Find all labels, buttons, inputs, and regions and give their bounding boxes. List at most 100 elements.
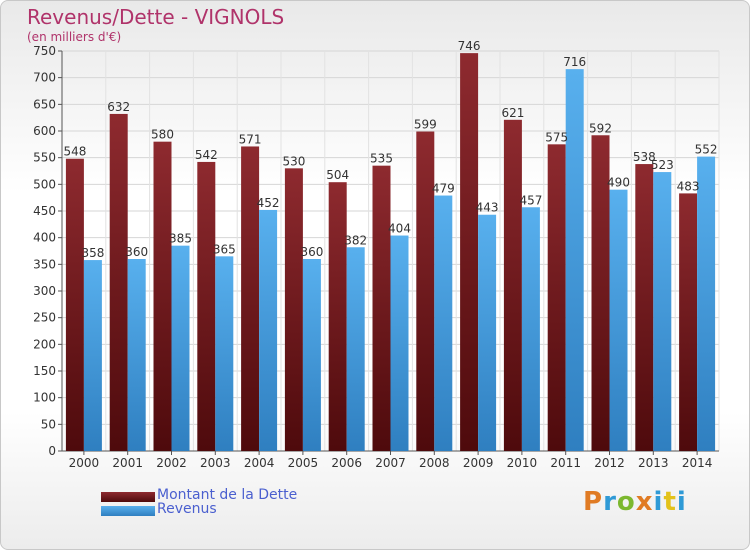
y-tick-label: 450: [33, 204, 56, 218]
data-label-revenus: 382: [344, 233, 367, 247]
data-label-dette: 542: [195, 148, 218, 162]
legend-swatch-dette: [101, 492, 155, 502]
x-tick-label: 2011: [550, 456, 581, 470]
chart-subtitle: (en milliers d'€): [27, 30, 122, 44]
bar-dette: [591, 135, 610, 451]
bar-dette: [372, 165, 391, 451]
x-tick-label: 2003: [200, 456, 231, 470]
logo-letter: x: [635, 487, 654, 517]
x-tick-label: 2013: [638, 456, 669, 470]
legend-swatch-revenus: [101, 506, 155, 516]
bar-dette: [241, 146, 260, 451]
logo-letter: t: [663, 487, 677, 517]
y-tick-label: 550: [33, 151, 56, 165]
data-label-dette: 575: [545, 130, 568, 144]
chart-title: Revenus/Dette - VIGNOLS: [27, 5, 285, 29]
data-label-revenus: 490: [607, 176, 630, 190]
data-label-revenus: 360: [125, 245, 148, 259]
data-label-dette: 548: [63, 145, 86, 159]
data-label-revenus: 443: [476, 201, 499, 215]
bar-revenus: [127, 259, 146, 451]
data-label-dette: 592: [589, 121, 612, 135]
data-label-dette: 599: [414, 118, 437, 132]
bar-revenus: [171, 245, 190, 451]
bar-revenus: [390, 235, 409, 451]
x-tick-label: 2006: [331, 456, 362, 470]
data-label-dette: 535: [370, 152, 393, 166]
x-tick-label: 2002: [156, 456, 187, 470]
data-label-dette: 483: [677, 179, 700, 193]
logo-letter: P: [583, 487, 604, 517]
data-label-revenus: 452: [257, 196, 280, 210]
data-label-revenus: 404: [388, 222, 411, 236]
data-label-revenus: 358: [81, 246, 104, 260]
bar-revenus: [215, 256, 234, 451]
bar-dette: [109, 113, 128, 451]
data-label-revenus: 716: [563, 55, 586, 69]
x-tick-label: 2004: [244, 456, 275, 470]
y-tick-label: 500: [33, 177, 56, 191]
legend-label-revenus: Revenus: [157, 501, 217, 517]
data-label-revenus: 365: [213, 242, 236, 256]
data-label-revenus: 457: [519, 193, 542, 207]
logo-letter: r: [603, 487, 617, 517]
data-label-revenus: 523: [651, 158, 674, 172]
bar-dette: [65, 158, 84, 451]
y-tick-label: 700: [33, 71, 56, 85]
x-tick-label: 2001: [112, 456, 143, 470]
y-tick-label: 300: [33, 284, 56, 298]
bar-revenus: [83, 260, 102, 451]
bar-revenus: [609, 189, 628, 451]
data-label-revenus: 360: [300, 245, 323, 259]
data-label-dette: 632: [107, 100, 130, 114]
bar-revenus: [478, 214, 497, 451]
data-label-dette: 746: [458, 39, 481, 53]
bar-dette: [635, 164, 654, 452]
bar-revenus: [565, 69, 584, 451]
x-tick-label: 2009: [463, 456, 494, 470]
y-tick-label: 150: [33, 364, 56, 378]
x-tick-label: 2010: [507, 456, 538, 470]
bar-dette: [284, 168, 303, 452]
y-tick-label: 750: [33, 44, 56, 58]
bar-dette: [460, 53, 479, 452]
legend-label-dette: Montant de la Dette: [157, 487, 298, 503]
logo-letter: i: [653, 487, 664, 517]
x-tick-label: 2000: [69, 456, 100, 470]
y-tick-label: 350: [33, 257, 56, 271]
bar-dette: [153, 141, 172, 451]
data-label-dette: 530: [282, 154, 305, 168]
bar-dette: [503, 119, 522, 452]
bar-revenus: [653, 172, 672, 452]
y-tick-label: 600: [33, 124, 56, 138]
y-tick-label: 250: [33, 311, 56, 325]
bar-revenus: [346, 247, 365, 451]
bar-revenus: [259, 209, 278, 451]
x-tick-label: 2007: [375, 456, 406, 470]
proxiti-logo: Proxiti: [583, 487, 687, 517]
y-tick-label: 650: [33, 97, 56, 111]
x-tick-label: 2008: [419, 456, 450, 470]
logo-letter: o: [616, 487, 636, 517]
bar-revenus: [697, 156, 716, 451]
bar-dette: [679, 193, 698, 451]
data-label-dette: 580: [151, 128, 174, 142]
x-tick-label: 2005: [288, 456, 319, 470]
y-tick-label: 0: [48, 444, 56, 458]
x-axis-ticks: 2000 2001 2002 2003 2004 2005 2006 2007 2008 2009…: [69, 451, 712, 470]
data-label-dette: 571: [239, 132, 262, 146]
data-label-revenus: 552: [695, 143, 718, 157]
logo-letter: i: [676, 487, 687, 517]
y-axis-ticks: 0 50 100 150 200 250 300 350 400 450 500 550 600 650 7…: [33, 44, 56, 458]
data-label-revenus: 385: [169, 232, 192, 246]
y-tick-label: 50: [41, 417, 56, 431]
data-label-dette: 621: [501, 106, 524, 120]
data-label-dette: 538: [633, 150, 656, 164]
bar-dette: [416, 131, 435, 452]
bar-revenus: [302, 259, 321, 451]
y-tick-label: 400: [33, 231, 56, 245]
bar-revenus: [521, 207, 540, 451]
data-labels: 548 358 632 360 580 385 542 365 571 452 530 360 504 3…: [63, 39, 717, 260]
